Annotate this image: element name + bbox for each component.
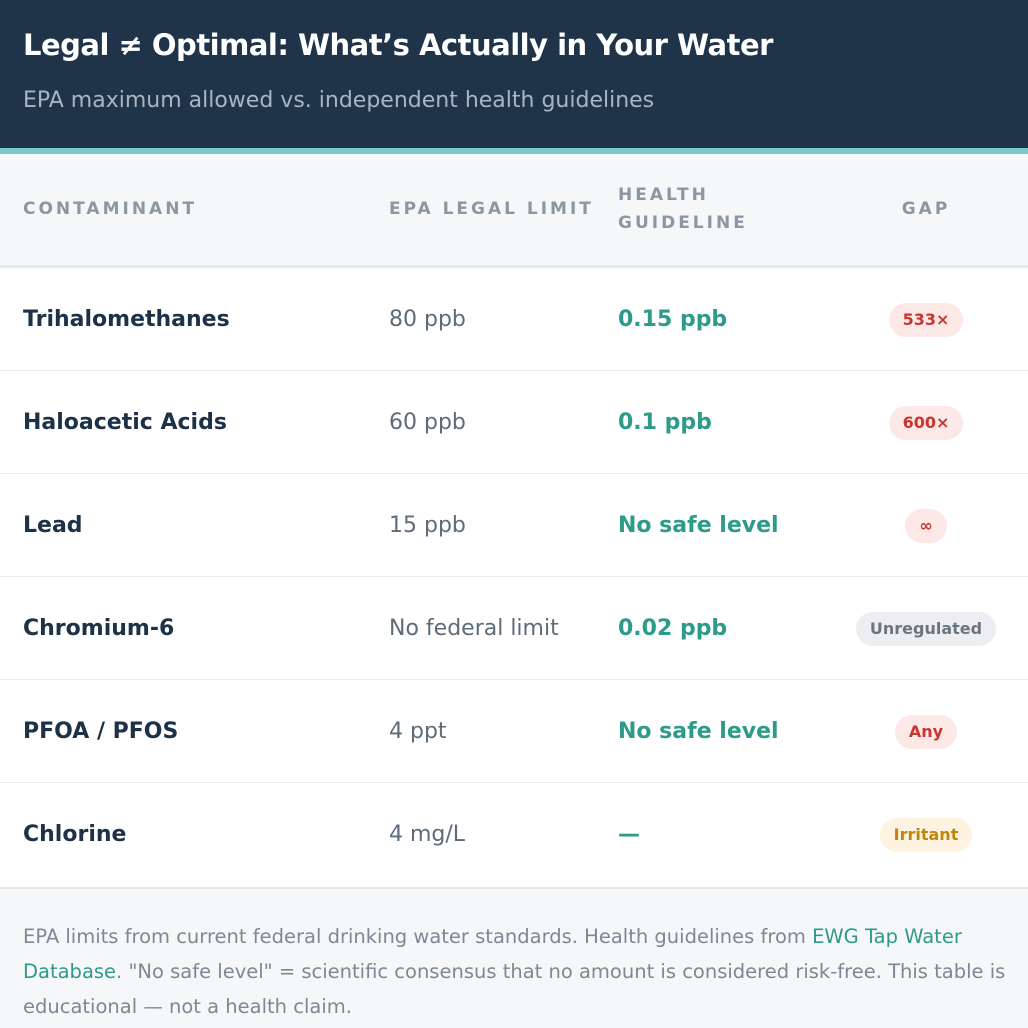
header-banner: Legal ≠ Optimal: What’s Actually in Your… — [0, 0, 1028, 148]
gap-badge: Any — [894, 714, 958, 749]
table-row: PFOA / PFOS 4 ppt No safe level Any — [0, 680, 1028, 783]
epa-limit: No federal limit — [389, 616, 559, 641]
gap-badge: Unregulated — [855, 611, 997, 646]
contaminant-name: Chromium-6 — [23, 616, 175, 641]
ewg-database-link[interactable]: EWG Tap Water Database — [23, 925, 962, 983]
column-header-health-guideline: Health Guideline — [618, 185, 748, 233]
footer: EPA limits from current federal drinking… — [0, 887, 1028, 1028]
contaminant-name: Chlorine — [23, 822, 127, 847]
accent-divider — [0, 148, 1028, 154]
epa-limit: 4 ppt — [389, 719, 447, 744]
gap-badge: Irritant — [879, 817, 973, 852]
health-guideline: 0.1 ppb — [618, 410, 712, 435]
table-row: Haloacetic Acids 60 ppb 0.1 ppb 600× — [0, 371, 1028, 474]
health-guideline: No safe level — [618, 513, 779, 538]
page-subtitle: EPA maximum allowed vs. independent heal… — [23, 88, 655, 113]
health-guideline: 0.15 ppb — [618, 307, 728, 332]
gap-badge: 533× — [888, 302, 964, 337]
footnote: EPA limits from current federal drinking… — [23, 919, 1008, 1024]
table-row: Chlorine 4 mg/L — Irritant — [0, 783, 1028, 886]
column-header-gap: Gap — [901, 199, 951, 219]
table-header: Contaminant EPA Legal Limit Health Guide… — [0, 154, 1028, 268]
footnote-text-start: EPA limits from current federal drinking… — [23, 925, 813, 948]
gap-badge: ∞ — [905, 508, 947, 543]
column-header-contaminant: Contaminant — [23, 199, 198, 219]
footnote-text-end: . "No safe level" = scientific consensus… — [23, 960, 1006, 1018]
epa-limit: 4 mg/L — [389, 822, 466, 847]
column-header-epa-limit: EPA Legal Limit — [389, 199, 594, 219]
health-guideline: 0.02 ppb — [618, 616, 728, 641]
epa-limit: 15 ppb — [389, 513, 466, 538]
page-title: Legal ≠ Optimal: What’s Actually in Your… — [23, 28, 773, 62]
health-guideline: — — [618, 822, 640, 847]
contaminant-name: PFOA / PFOS — [23, 719, 179, 744]
health-guideline: No safe level — [618, 719, 779, 744]
contaminant-name: Trihalomethanes — [23, 307, 230, 332]
epa-limit: 60 ppb — [389, 410, 466, 435]
contaminant-name: Haloacetic Acids — [23, 410, 227, 435]
contaminant-name: Lead — [23, 513, 83, 538]
table-row: Lead 15 ppb No safe level ∞ — [0, 474, 1028, 577]
gap-badge: 600× — [888, 405, 964, 440]
epa-limit: 80 ppb — [389, 307, 466, 332]
table-row: Chromium-6 No federal limit 0.02 ppb Unr… — [0, 577, 1028, 680]
table-row: Trihalomethanes 80 ppb 0.15 ppb 533× — [0, 268, 1028, 371]
